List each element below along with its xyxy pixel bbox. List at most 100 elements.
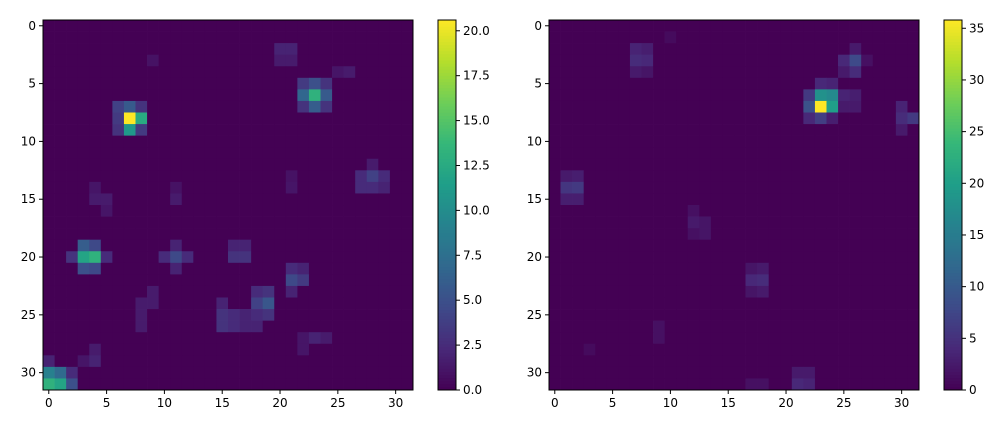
heatmap-2-cell [549,170,561,183]
colorbar-1-band [438,50,456,55]
heatmap-2-cell [699,355,712,368]
heatmap-1-cell [274,262,287,275]
heatmap-1-cell [193,31,206,44]
heatmap-2-cell [861,366,874,379]
heatmap-2-cell [618,135,631,148]
heatmap-2-cell [895,228,908,241]
colorbar-1-band [438,29,456,33]
colorbar-2-band [944,365,962,369]
heatmap-2-cell [791,170,804,183]
colorbar-1-band [438,325,456,329]
heatmap-1-cell [216,216,229,229]
colorbar-2-band [944,386,962,391]
heatmap-1-cell [135,309,148,321]
heatmap-2-cell [641,355,654,368]
colorbar-1-band [438,238,456,243]
colorbar-1-band [438,53,456,58]
colorbar-2-band [944,371,962,375]
colorbar-1-band [438,226,456,231]
heatmap-2-cell [814,20,827,32]
heatmap-2-cell [606,43,619,56]
heatmap-1-cell [228,100,240,113]
heatmap-1-cell [77,77,90,90]
heatmap-2-cell [687,66,700,79]
heatmap-2-cell [606,297,619,310]
heatmap-1-cell [355,66,368,79]
heatmap-1-cell [112,31,125,44]
heatmap-1-cell [181,285,194,298]
colorbar-2-band [944,47,962,52]
heatmap-2-cell [861,147,874,160]
heatmap-2-cell [745,262,758,275]
heatmap-2-cell [814,378,827,391]
heatmap-2-cell [907,135,920,148]
heatmap-1-cell [332,158,344,171]
heatmap-2-cell [641,205,654,217]
colorbar-1-band [438,285,456,289]
heatmap-2-cell [895,355,908,368]
heatmap-2-cell [595,228,608,241]
heatmap-1-cell [297,124,310,136]
heatmap-1-cell [170,355,183,368]
heatmap-2-cell [722,181,735,194]
heatmap-2-cell [676,31,689,44]
heatmap-2-cell [595,89,608,102]
heatmap-2-cell [780,20,793,32]
heatmap-2-cell [676,77,689,90]
heatmap-2-cell [641,251,654,264]
heatmap-1-cell [355,20,368,32]
heatmap-2-cell [734,343,746,356]
heatmap-2-cell [710,135,723,148]
heatmap-1-cell [332,285,344,298]
heatmap-2-cell [618,66,631,79]
colorbar-1-band [438,174,456,178]
colorbar-2-band [944,137,962,141]
heatmap-2-cell [572,309,585,321]
heatmap-1-cell [308,309,321,321]
heatmap-2-cell [757,228,770,241]
colorbar-2-band [944,325,962,329]
heatmap-1-cell [43,251,55,264]
heatmap-1-cell [274,158,287,171]
heatmap-2-cell [583,124,596,136]
heatmap-2-cell [849,297,862,310]
heatmap-1-cell [89,239,102,252]
heatmap-2-cell [757,31,770,44]
heatmap-1-cell [389,100,402,113]
colorbar-2-band [944,97,962,101]
heatmap-1-cell [228,66,240,79]
colorbar-1-band [438,294,456,298]
heatmap-2-cell [734,147,746,160]
colorbar-1-band [438,60,456,64]
heatmap-2-cell [814,343,827,356]
heatmap-1-cell [320,89,333,102]
colorbar-2-tick-label: 30 [969,73,984,87]
heatmap-1-cell [112,54,125,67]
heatmap-1-cell [355,239,368,252]
heatmap-2-cell [606,147,619,160]
heatmap-1-cell [239,366,252,379]
heatmap-2-cell [757,193,770,206]
heatmap-1-cell [216,170,229,183]
heatmap-2-cell [664,147,677,160]
heatmap-2-cell [583,158,596,171]
heatmap-1-cell [43,332,55,345]
heatmap-1-cell [43,20,55,32]
heatmap-2-cell [826,285,839,298]
heatmap-2-cell [653,332,665,345]
colorbar-1-band [438,140,456,144]
heatmap-2-cell [664,274,677,287]
heatmap-2-cell [780,309,793,321]
colorbar-2-band [944,312,962,317]
heatmap-2-cell [560,297,573,310]
heatmap-2-cell [676,378,689,391]
heatmap-1-cell [135,297,148,310]
heatmap-1-cell [297,193,310,206]
heatmap-1-cell [366,66,379,79]
heatmap-2-cell [606,205,619,217]
heatmap-1-cell [239,239,252,252]
heatmap-1-cell [123,181,136,194]
heatmap-2-cell [791,20,804,32]
heatmap-2-cell [653,355,665,368]
colorbar-2-band [944,266,962,271]
